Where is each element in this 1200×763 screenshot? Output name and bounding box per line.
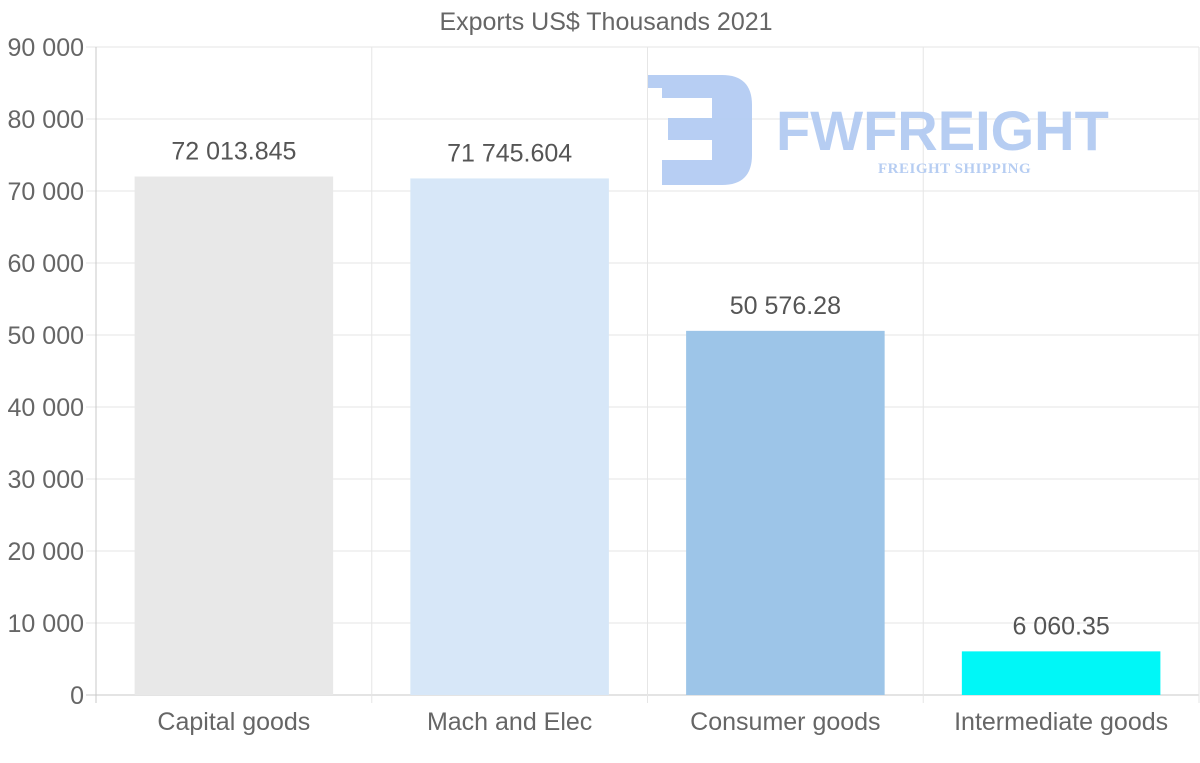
y-tick-label: 40 000 — [8, 394, 84, 422]
y-tick-label: 50 000 — [8, 322, 84, 350]
bar-intermediate-goods — [961, 651, 1161, 695]
y-tick-label: 90 000 — [8, 34, 84, 62]
x-tick-label: Mach and Elec — [427, 708, 592, 736]
bar-mach-and-elec — [410, 178, 609, 696]
x-tick-label: Consumer goods — [690, 708, 880, 736]
watermark-logo: FWFREIGHT FREIGHT SHIPPING — [648, 75, 1109, 185]
y-tick-label: 0 — [70, 682, 84, 710]
bar-value-label: 50 576.28 — [730, 292, 841, 320]
watermark-brand: FWFREIGHT — [776, 99, 1109, 162]
chart-title: Exports US$ Thousands 2021 — [439, 8, 772, 36]
y-tick-label: 80 000 — [8, 106, 84, 134]
fw-logo-mark — [648, 75, 752, 185]
watermark-tagline: FREIGHT SHIPPING — [878, 161, 1031, 177]
y-tick-label: 20 000 — [8, 538, 84, 566]
y-tick-label: 30 000 — [8, 466, 84, 494]
y-tick-label: 60 000 — [8, 250, 84, 278]
y-tick-label: 70 000 — [8, 178, 84, 206]
x-tick-label: Intermediate goods — [954, 708, 1168, 736]
axes: 0 10 000 20 000 30 000 40 000 50 000 60 000 70 … — [8, 34, 1169, 736]
bar-value-label: 71 745.604 — [447, 139, 572, 167]
bar-value-label: 6 060.35 — [1012, 612, 1109, 640]
bar-consumer-goods — [686, 330, 885, 695]
bar-value-label: 72 013.845 — [171, 138, 296, 166]
x-tick-label: Capital goods — [157, 708, 310, 736]
bars: 72 013.845 71 745.604 50 576.28 6 060.35 — [134, 138, 1161, 696]
bar-capital-goods — [134, 176, 334, 696]
y-tick-label: 10 000 — [8, 610, 84, 638]
